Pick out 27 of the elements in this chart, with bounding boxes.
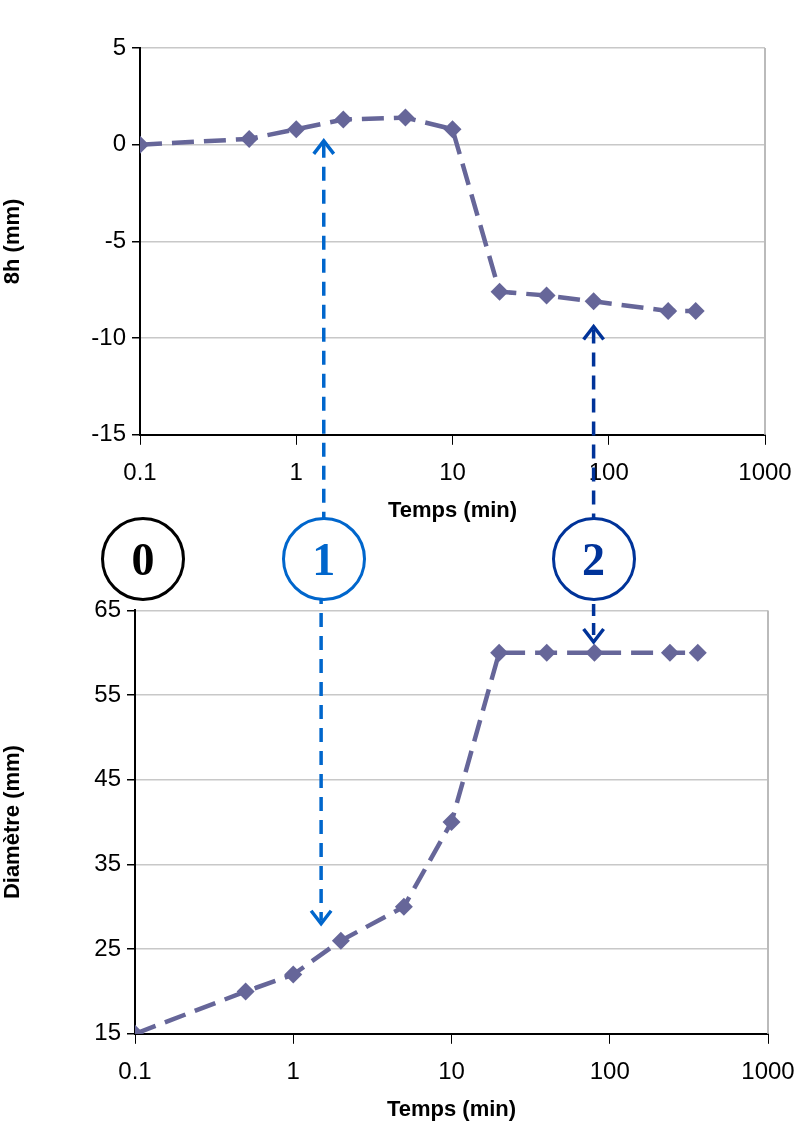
y-tick-label: 25 <box>94 933 121 961</box>
text: 2 <box>551 517 636 601</box>
y-tick-label: 35 <box>94 849 121 877</box>
x-tick-label: 10 <box>439 457 466 485</box>
x-tick-label: 100 <box>588 457 629 485</box>
x-tick-label: 1000 <box>738 457 792 485</box>
x-tick-label: 1 <box>286 1056 300 1084</box>
text: 1 <box>281 517 366 601</box>
x-tick-label: 1 <box>289 457 303 485</box>
x-tick-label: 0.1 <box>118 1056 152 1084</box>
y-tick-label: 55 <box>94 679 121 707</box>
y-axis-title: Diamètre (mm) <box>0 745 25 900</box>
y-tick-label: 45 <box>94 764 121 792</box>
x-tick-label: 100 <box>589 1056 630 1084</box>
x-tick-label: 1000 <box>741 1056 795 1084</box>
x-axis-title: Temps (min) <box>387 496 518 522</box>
y-tick-label: -5 <box>104 226 126 254</box>
x-tick-label: 10 <box>438 1056 465 1084</box>
y-tick-label: 0 <box>112 129 126 157</box>
y-tick-label: -15 <box>91 419 126 447</box>
y-axis-title: 8h (mm) <box>0 198 25 285</box>
y-tick-label: -10 <box>91 322 126 350</box>
y-tick-label: 5 <box>112 32 126 60</box>
x-tick-label: 0.1 <box>123 457 157 485</box>
y-tick-label: 15 <box>94 1018 121 1046</box>
y-tick-label: 65 <box>94 595 121 623</box>
x-axis-title: Temps (min) <box>386 1095 517 1121</box>
